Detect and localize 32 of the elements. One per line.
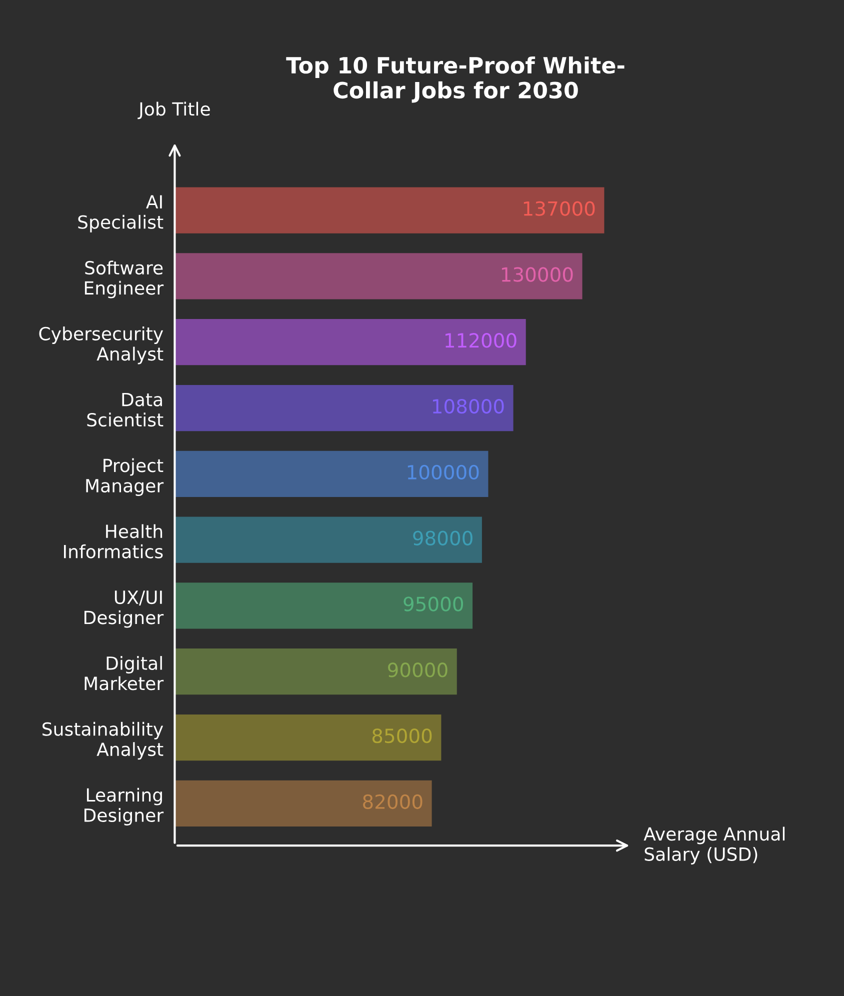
- bar: [174, 516, 482, 563]
- bar: [174, 450, 488, 497]
- y-tick-label: Health Informatics: [64, 524, 163, 558]
- y-tick-label: Project Manager: [86, 458, 164, 496]
- y-tick-label: Data Scientist: [87, 392, 164, 427]
- data-label: 82000: [363, 794, 422, 810]
- y-axis-title: Job Title: [138, 102, 210, 120]
- bar: [174, 319, 526, 366]
- data-label: 112000: [446, 333, 516, 348]
- x-axis-title: Average Annual Salary (USD): [644, 826, 785, 864]
- bar: [174, 648, 457, 695]
- y-tick-label: UX/UI Designer: [84, 590, 164, 628]
- y-tick-label: Software Engineer: [84, 260, 164, 298]
- data-label: 85000: [372, 728, 432, 744]
- y-tick-label: Sustainability Analyst: [42, 722, 164, 760]
- y-tick-label: AI Specialist: [78, 195, 164, 232]
- bar: [174, 384, 514, 432]
- data-label: 108000: [432, 398, 504, 414]
- chart-title: Top 10 Future-Proof White- Collar Jobs for 2030: [286, 56, 624, 103]
- data-label: 130000: [502, 267, 573, 282]
- y-tick-label: Digital Marketer: [84, 656, 164, 690]
- bar: [174, 187, 604, 234]
- y-tick-label: Cybersecurity Analyst: [39, 326, 164, 364]
- bar: [174, 582, 473, 629]
- data-label: 137000: [524, 201, 595, 216]
- y-tick-label: Learning Designer: [84, 788, 164, 826]
- data-label: 95000: [404, 596, 464, 612]
- bar: [174, 714, 442, 761]
- data-label: 100000: [408, 464, 479, 480]
- bar: [174, 780, 432, 826]
- bar: [174, 253, 582, 300]
- data-label: 98000: [413, 530, 472, 546]
